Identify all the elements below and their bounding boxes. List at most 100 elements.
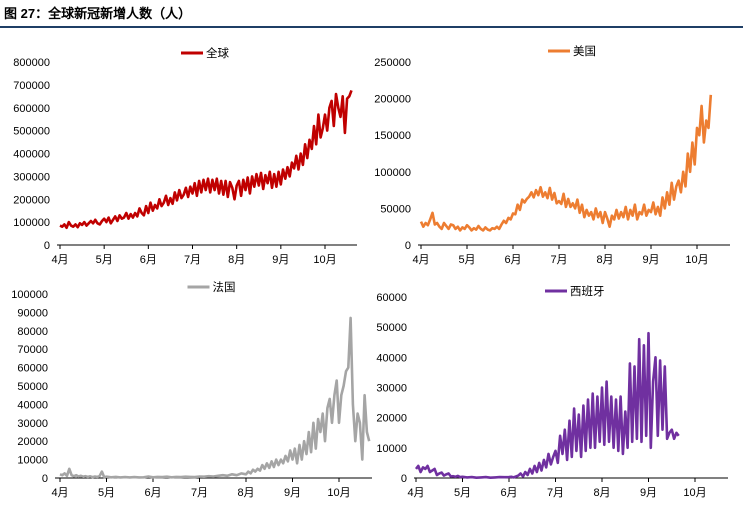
y-tick: 30000 (17, 418, 48, 430)
x-tick: 9月 (640, 487, 657, 499)
y-tick: 600000 (13, 103, 50, 115)
y-tick: 10000 (17, 455, 48, 467)
x-tick-label: 4月 (51, 254, 68, 266)
x-tick: 8月 (593, 487, 610, 499)
x-tick: 4月 (51, 487, 68, 499)
y-tick: 100000 (13, 217, 50, 229)
series-line-0 (59, 89, 353, 230)
x-tick-label: 4月 (412, 254, 429, 266)
legend-label: 法国 (213, 280, 236, 294)
y-tick: 150000 (374, 130, 411, 142)
y-tick-label: 10000 (17, 455, 48, 467)
y-tick-label: 0 (401, 473, 407, 485)
x-tick-label: 8月 (228, 254, 245, 266)
y-tick: 0 (405, 240, 411, 252)
x-tick-label: 10月 (683, 487, 706, 499)
y-tick: 200000 (13, 194, 50, 206)
x-tick: 7月 (550, 254, 567, 266)
x-tick-label: 10月 (327, 487, 350, 499)
y-tick: 30000 (376, 383, 407, 395)
y-tick-label: 60000 (17, 363, 48, 375)
x-tick-label: 9月 (642, 254, 659, 266)
y-tick-label: 0 (44, 240, 50, 252)
x-tick: 6月 (140, 254, 157, 266)
x-tick: 5月 (454, 487, 471, 499)
x-tick-label: 5月 (98, 487, 115, 499)
y-tick-label: 250000 (374, 57, 411, 69)
x-tick: 5月 (98, 487, 115, 499)
y-tick: 70000 (17, 344, 48, 356)
y-tick: 100000 (374, 167, 411, 179)
x-tick-label: 5月 (458, 254, 475, 266)
y-tick: 60000 (17, 363, 48, 375)
x-tick-label: 4月 (51, 487, 68, 499)
y-tick-label: 30000 (17, 418, 48, 430)
y-tick-label: 50000 (376, 322, 407, 334)
x-tick: 10月 (683, 487, 706, 499)
y-tick: 0 (42, 473, 48, 485)
x-tick: 4月 (407, 487, 424, 499)
x-tick: 9月 (284, 487, 301, 499)
y-tick: 0 (44, 240, 50, 252)
legend-label: 西班牙 (570, 285, 605, 298)
x-tick: 8月 (237, 487, 254, 499)
y-tick: 0 (401, 473, 407, 485)
x-tick-label: 9月 (284, 487, 301, 499)
y-tick-label: 100000 (11, 289, 48, 301)
series-line-0 (414, 331, 680, 479)
y-tick: 500000 (13, 126, 50, 138)
x-tick: 4月 (51, 254, 68, 266)
x-tick-label: 6月 (140, 254, 157, 266)
y-tick-label: 20000 (376, 413, 407, 425)
y-tick-label: 200000 (374, 94, 411, 106)
legend: 美国 (548, 44, 596, 58)
x-tick: 5月 (458, 254, 475, 266)
x-tick-label: 5月 (454, 487, 471, 499)
series-line-0 (419, 94, 713, 232)
x-tick-label: 7月 (184, 254, 201, 266)
legend: 西班牙 (545, 285, 605, 298)
y-tick-label: 700000 (13, 80, 50, 92)
y-tick-label: 90000 (17, 307, 48, 319)
legend: 全球 (181, 46, 229, 60)
x-tick: 8月 (228, 254, 245, 266)
x-tick-label: 8月 (593, 487, 610, 499)
title-divider (0, 26, 743, 28)
y-tick: 400000 (13, 149, 50, 161)
x-tick: 10月 (685, 254, 708, 266)
x-tick: 7月 (547, 487, 564, 499)
x-tick: 10月 (313, 254, 336, 266)
x-tick-label: 10月 (685, 254, 708, 266)
y-tick-label: 500000 (13, 126, 50, 138)
y-tick: 100000 (11, 289, 48, 301)
y-tick-label: 300000 (13, 171, 50, 183)
y-tick: 250000 (374, 57, 411, 69)
y-tick-label: 400000 (13, 149, 50, 161)
y-tick-label: 10000 (376, 443, 407, 455)
y-tick: 40000 (17, 399, 48, 411)
x-tick-label: 8月 (596, 254, 613, 266)
series-line-0 (59, 316, 371, 479)
y-tick-label: 70000 (17, 344, 48, 356)
y-tick-label: 30000 (376, 383, 407, 395)
y-tick: 300000 (13, 171, 50, 183)
y-tick: 50000 (376, 322, 407, 334)
figure-title: 图 27：全球新冠新增人数（人） (4, 6, 192, 21)
x-tick: 6月 (504, 254, 521, 266)
y-tick-label: 60000 (376, 292, 407, 304)
x-tick-label: 9月 (640, 487, 657, 499)
x-tick-label: 7月 (550, 254, 567, 266)
y-tick-label: 0 (42, 473, 48, 485)
legend-label: 美国 (573, 44, 596, 58)
legend: 法国 (187, 280, 236, 294)
x-tick: 4月 (412, 254, 429, 266)
y-tick: 700000 (13, 80, 50, 92)
y-tick-label: 50000 (17, 381, 48, 393)
x-tick: 10月 (327, 487, 350, 499)
legend-label: 全球 (206, 46, 229, 60)
x-tick: 9月 (272, 254, 289, 266)
x-tick-label: 6月 (500, 487, 517, 499)
